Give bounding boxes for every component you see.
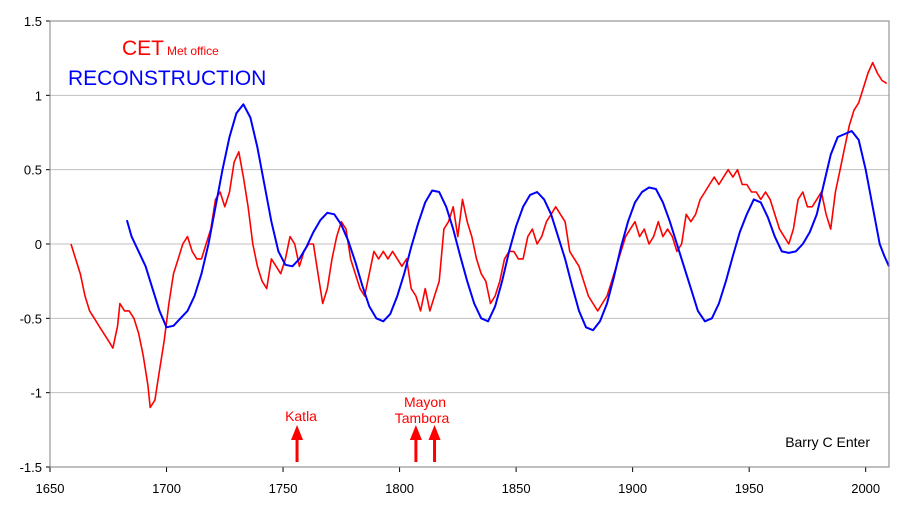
x-tick-label-7: 2000 (851, 481, 880, 496)
y-tick-label-2: 0.5 (24, 163, 42, 178)
x-tick-label-5: 1900 (618, 481, 647, 496)
legend-reconstruction: RECONSTRUCTION (68, 67, 266, 90)
y-axis-ticks: 1.5 1 0.5 0 -0.5 -1 -1.5 (20, 14, 50, 475)
plot-frame (49, 20, 890, 468)
x-tick-label-1: 1700 (152, 481, 181, 496)
arrowhead-mayon (409, 425, 422, 440)
x-tick-label-4: 1850 (502, 481, 531, 496)
y-tick-label-6: -1.5 (20, 460, 42, 475)
y-tick-label-4: -0.5 (20, 311, 42, 326)
x-tick-label-6: 1950 (735, 481, 764, 496)
series-line-reconstruction (125, 103, 890, 332)
arrowhead-tambora (428, 425, 441, 440)
annotation-label-mayon: Mayon (404, 394, 446, 410)
y-tick-label-3: 0 (35, 237, 42, 252)
x-tick-label-2: 1750 (269, 481, 298, 496)
x-axis-ticks: 1650 1700 1750 1800 1850 1900 1950 2000 (36, 467, 880, 496)
annotation-label-tambora: Tambora (395, 410, 450, 426)
series-line-cet (70, 61, 888, 409)
y-tick-label-1: 1 (35, 88, 42, 103)
y-tick-label-0: 1.5 (24, 14, 42, 29)
x-tick-label-0: 1650 (36, 481, 65, 496)
x-tick-label-3: 1800 (385, 481, 414, 496)
legend: CET Met office RECONSTRUCTION (68, 37, 266, 90)
legend-cet: CET Met office (122, 37, 219, 60)
annotation-label-katla: Katla (285, 408, 317, 424)
y-tick-label-5: -1 (30, 386, 42, 401)
arrowhead-katla (291, 425, 304, 440)
credit-label: Barry C Enter (785, 434, 870, 450)
legend-cet-suffix: Met office (167, 44, 219, 58)
legend-cet-label: CET (122, 37, 164, 60)
series-layer (70, 61, 890, 409)
